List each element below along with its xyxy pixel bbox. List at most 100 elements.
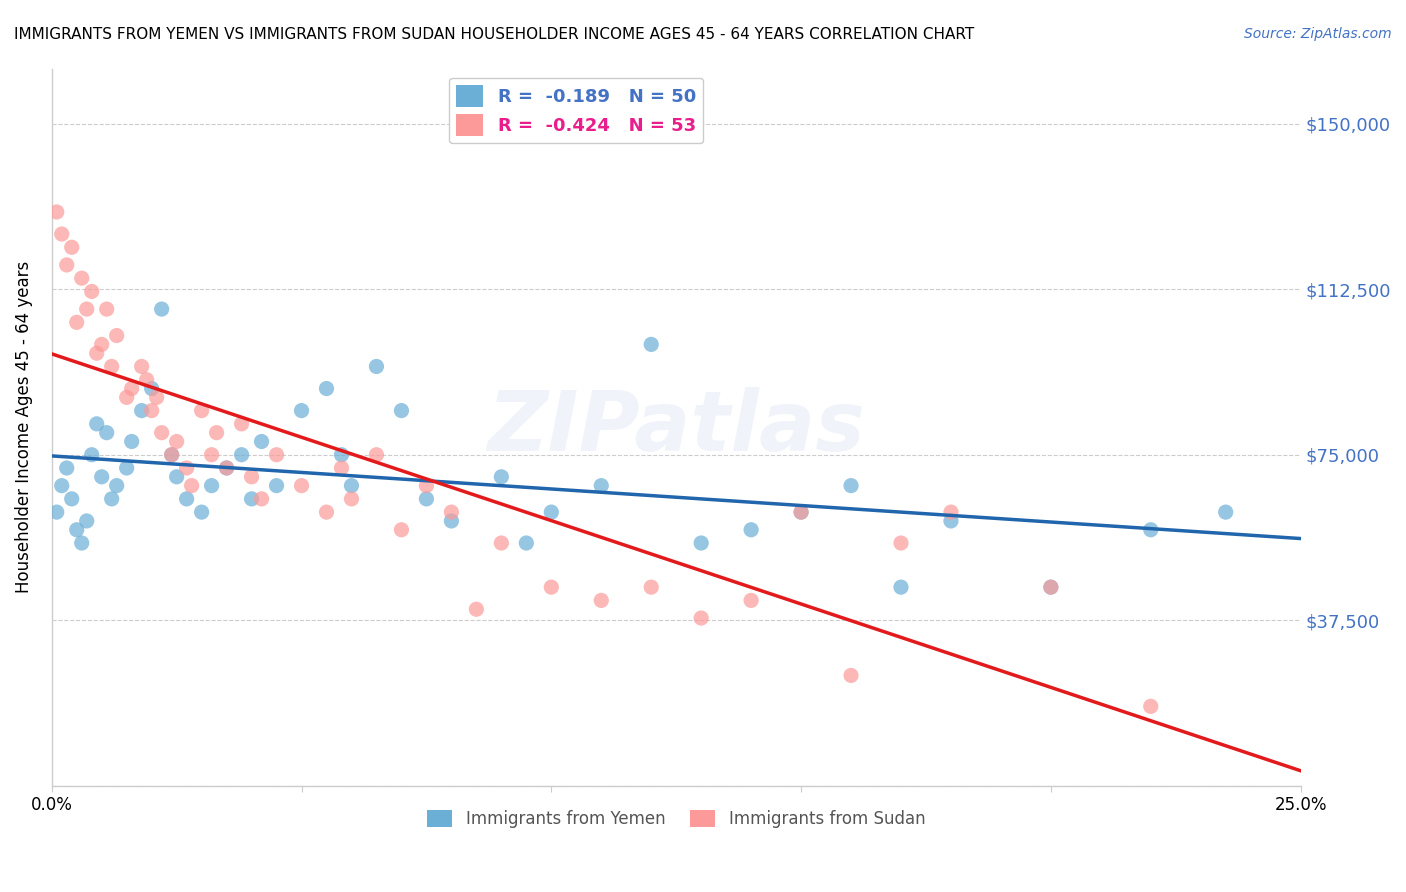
Immigrants from Yemen — [66, 523, 89, 537]
Immigrants from Yemen — [330, 448, 353, 462]
Immigrants from Yemen — [190, 505, 212, 519]
Immigrants from Sudan — [340, 491, 363, 506]
Immigrants from Yemen — [740, 523, 762, 537]
Immigrants from Sudan — [1139, 699, 1161, 714]
Immigrants from Yemen — [100, 491, 122, 506]
Immigrants from Sudan — [115, 390, 138, 404]
Immigrants from Yemen — [240, 491, 263, 506]
Immigrants from Yemen — [515, 536, 537, 550]
Immigrants from Yemen — [90, 470, 112, 484]
Immigrants from Sudan — [90, 337, 112, 351]
Immigrants from Yemen — [1215, 505, 1237, 519]
Immigrants from Sudan — [60, 240, 83, 254]
Immigrants from Yemen — [201, 478, 224, 492]
Immigrants from Yemen — [366, 359, 388, 374]
Immigrants from Yemen — [121, 434, 143, 449]
Immigrants from Yemen — [60, 491, 83, 506]
Immigrants from Sudan — [415, 478, 437, 492]
Immigrants from Sudan — [160, 448, 183, 462]
Immigrants from Yemen — [86, 417, 108, 431]
Immigrants from Yemen — [591, 478, 613, 492]
Text: IMMIGRANTS FROM YEMEN VS IMMIGRANTS FROM SUDAN HOUSEHOLDER INCOME AGES 45 - 64 Y: IMMIGRANTS FROM YEMEN VS IMMIGRANTS FROM… — [14, 27, 974, 42]
Immigrants from Yemen — [115, 461, 138, 475]
Text: Source: ZipAtlas.com: Source: ZipAtlas.com — [1244, 27, 1392, 41]
Immigrants from Sudan — [141, 403, 163, 417]
Immigrants from Sudan — [55, 258, 77, 272]
Immigrants from Yemen — [491, 470, 513, 484]
Immigrants from Sudan — [231, 417, 253, 431]
Immigrants from Sudan — [150, 425, 173, 440]
Immigrants from Sudan — [131, 359, 153, 374]
Immigrants from Sudan — [201, 448, 224, 462]
Immigrants from Sudan — [176, 461, 198, 475]
Immigrants from Yemen — [315, 382, 337, 396]
Immigrants from Sudan — [290, 478, 312, 492]
Immigrants from Yemen — [1039, 580, 1062, 594]
Legend: Immigrants from Yemen, Immigrants from Sudan: Immigrants from Yemen, Immigrants from S… — [420, 804, 932, 835]
Immigrants from Sudan — [190, 403, 212, 417]
Immigrants from Yemen — [1139, 523, 1161, 537]
Y-axis label: Householder Income Ages 45 - 64 years: Householder Income Ages 45 - 64 years — [15, 261, 32, 593]
Immigrants from Yemen — [141, 382, 163, 396]
Immigrants from Yemen — [76, 514, 98, 528]
Immigrants from Sudan — [690, 611, 713, 625]
Immigrants from Sudan — [391, 523, 413, 537]
Immigrants from Sudan — [51, 227, 73, 241]
Immigrants from Yemen — [231, 448, 253, 462]
Immigrants from Sudan — [491, 536, 513, 550]
Immigrants from Yemen — [839, 478, 862, 492]
Immigrants from Sudan — [240, 470, 263, 484]
Immigrants from Sudan — [640, 580, 662, 594]
Immigrants from Sudan — [540, 580, 562, 594]
Immigrants from Yemen — [391, 403, 413, 417]
Immigrants from Yemen — [266, 478, 288, 492]
Immigrants from Yemen — [131, 403, 153, 417]
Immigrants from Yemen — [80, 448, 103, 462]
Immigrants from Yemen — [440, 514, 463, 528]
Immigrants from Sudan — [45, 205, 67, 219]
Immigrants from Sudan — [440, 505, 463, 519]
Immigrants from Sudan — [66, 315, 89, 329]
Immigrants from Yemen — [890, 580, 912, 594]
Immigrants from Yemen — [55, 461, 77, 475]
Immigrants from Sudan — [790, 505, 813, 519]
Immigrants from Sudan — [205, 425, 228, 440]
Immigrants from Sudan — [591, 593, 613, 607]
Immigrants from Yemen — [250, 434, 273, 449]
Immigrants from Sudan — [330, 461, 353, 475]
Immigrants from Sudan — [100, 359, 122, 374]
Immigrants from Sudan — [70, 271, 93, 285]
Immigrants from Yemen — [51, 478, 73, 492]
Immigrants from Sudan — [86, 346, 108, 360]
Immigrants from Yemen — [540, 505, 562, 519]
Immigrants from Sudan — [96, 302, 118, 317]
Immigrants from Yemen — [640, 337, 662, 351]
Immigrants from Sudan — [465, 602, 488, 616]
Immigrants from Sudan — [166, 434, 188, 449]
Immigrants from Sudan — [939, 505, 962, 519]
Immigrants from Sudan — [215, 461, 238, 475]
Immigrants from Yemen — [45, 505, 67, 519]
Immigrants from Yemen — [150, 302, 173, 317]
Immigrants from Yemen — [790, 505, 813, 519]
Immigrants from Sudan — [145, 390, 167, 404]
Immigrants from Sudan — [135, 373, 157, 387]
Immigrants from Yemen — [105, 478, 128, 492]
Immigrants from Yemen — [176, 491, 198, 506]
Immigrants from Sudan — [366, 448, 388, 462]
Text: ZIPatlas: ZIPatlas — [488, 386, 865, 467]
Immigrants from Sudan — [250, 491, 273, 506]
Immigrants from Sudan — [180, 478, 202, 492]
Immigrants from Sudan — [740, 593, 762, 607]
Immigrants from Sudan — [121, 382, 143, 396]
Immigrants from Yemen — [290, 403, 312, 417]
Immigrants from Yemen — [70, 536, 93, 550]
Immigrants from Sudan — [105, 328, 128, 343]
Immigrants from Sudan — [266, 448, 288, 462]
Immigrants from Sudan — [890, 536, 912, 550]
Immigrants from Sudan — [315, 505, 337, 519]
Immigrants from Sudan — [80, 285, 103, 299]
Immigrants from Yemen — [166, 470, 188, 484]
Immigrants from Sudan — [1039, 580, 1062, 594]
Immigrants from Yemen — [690, 536, 713, 550]
